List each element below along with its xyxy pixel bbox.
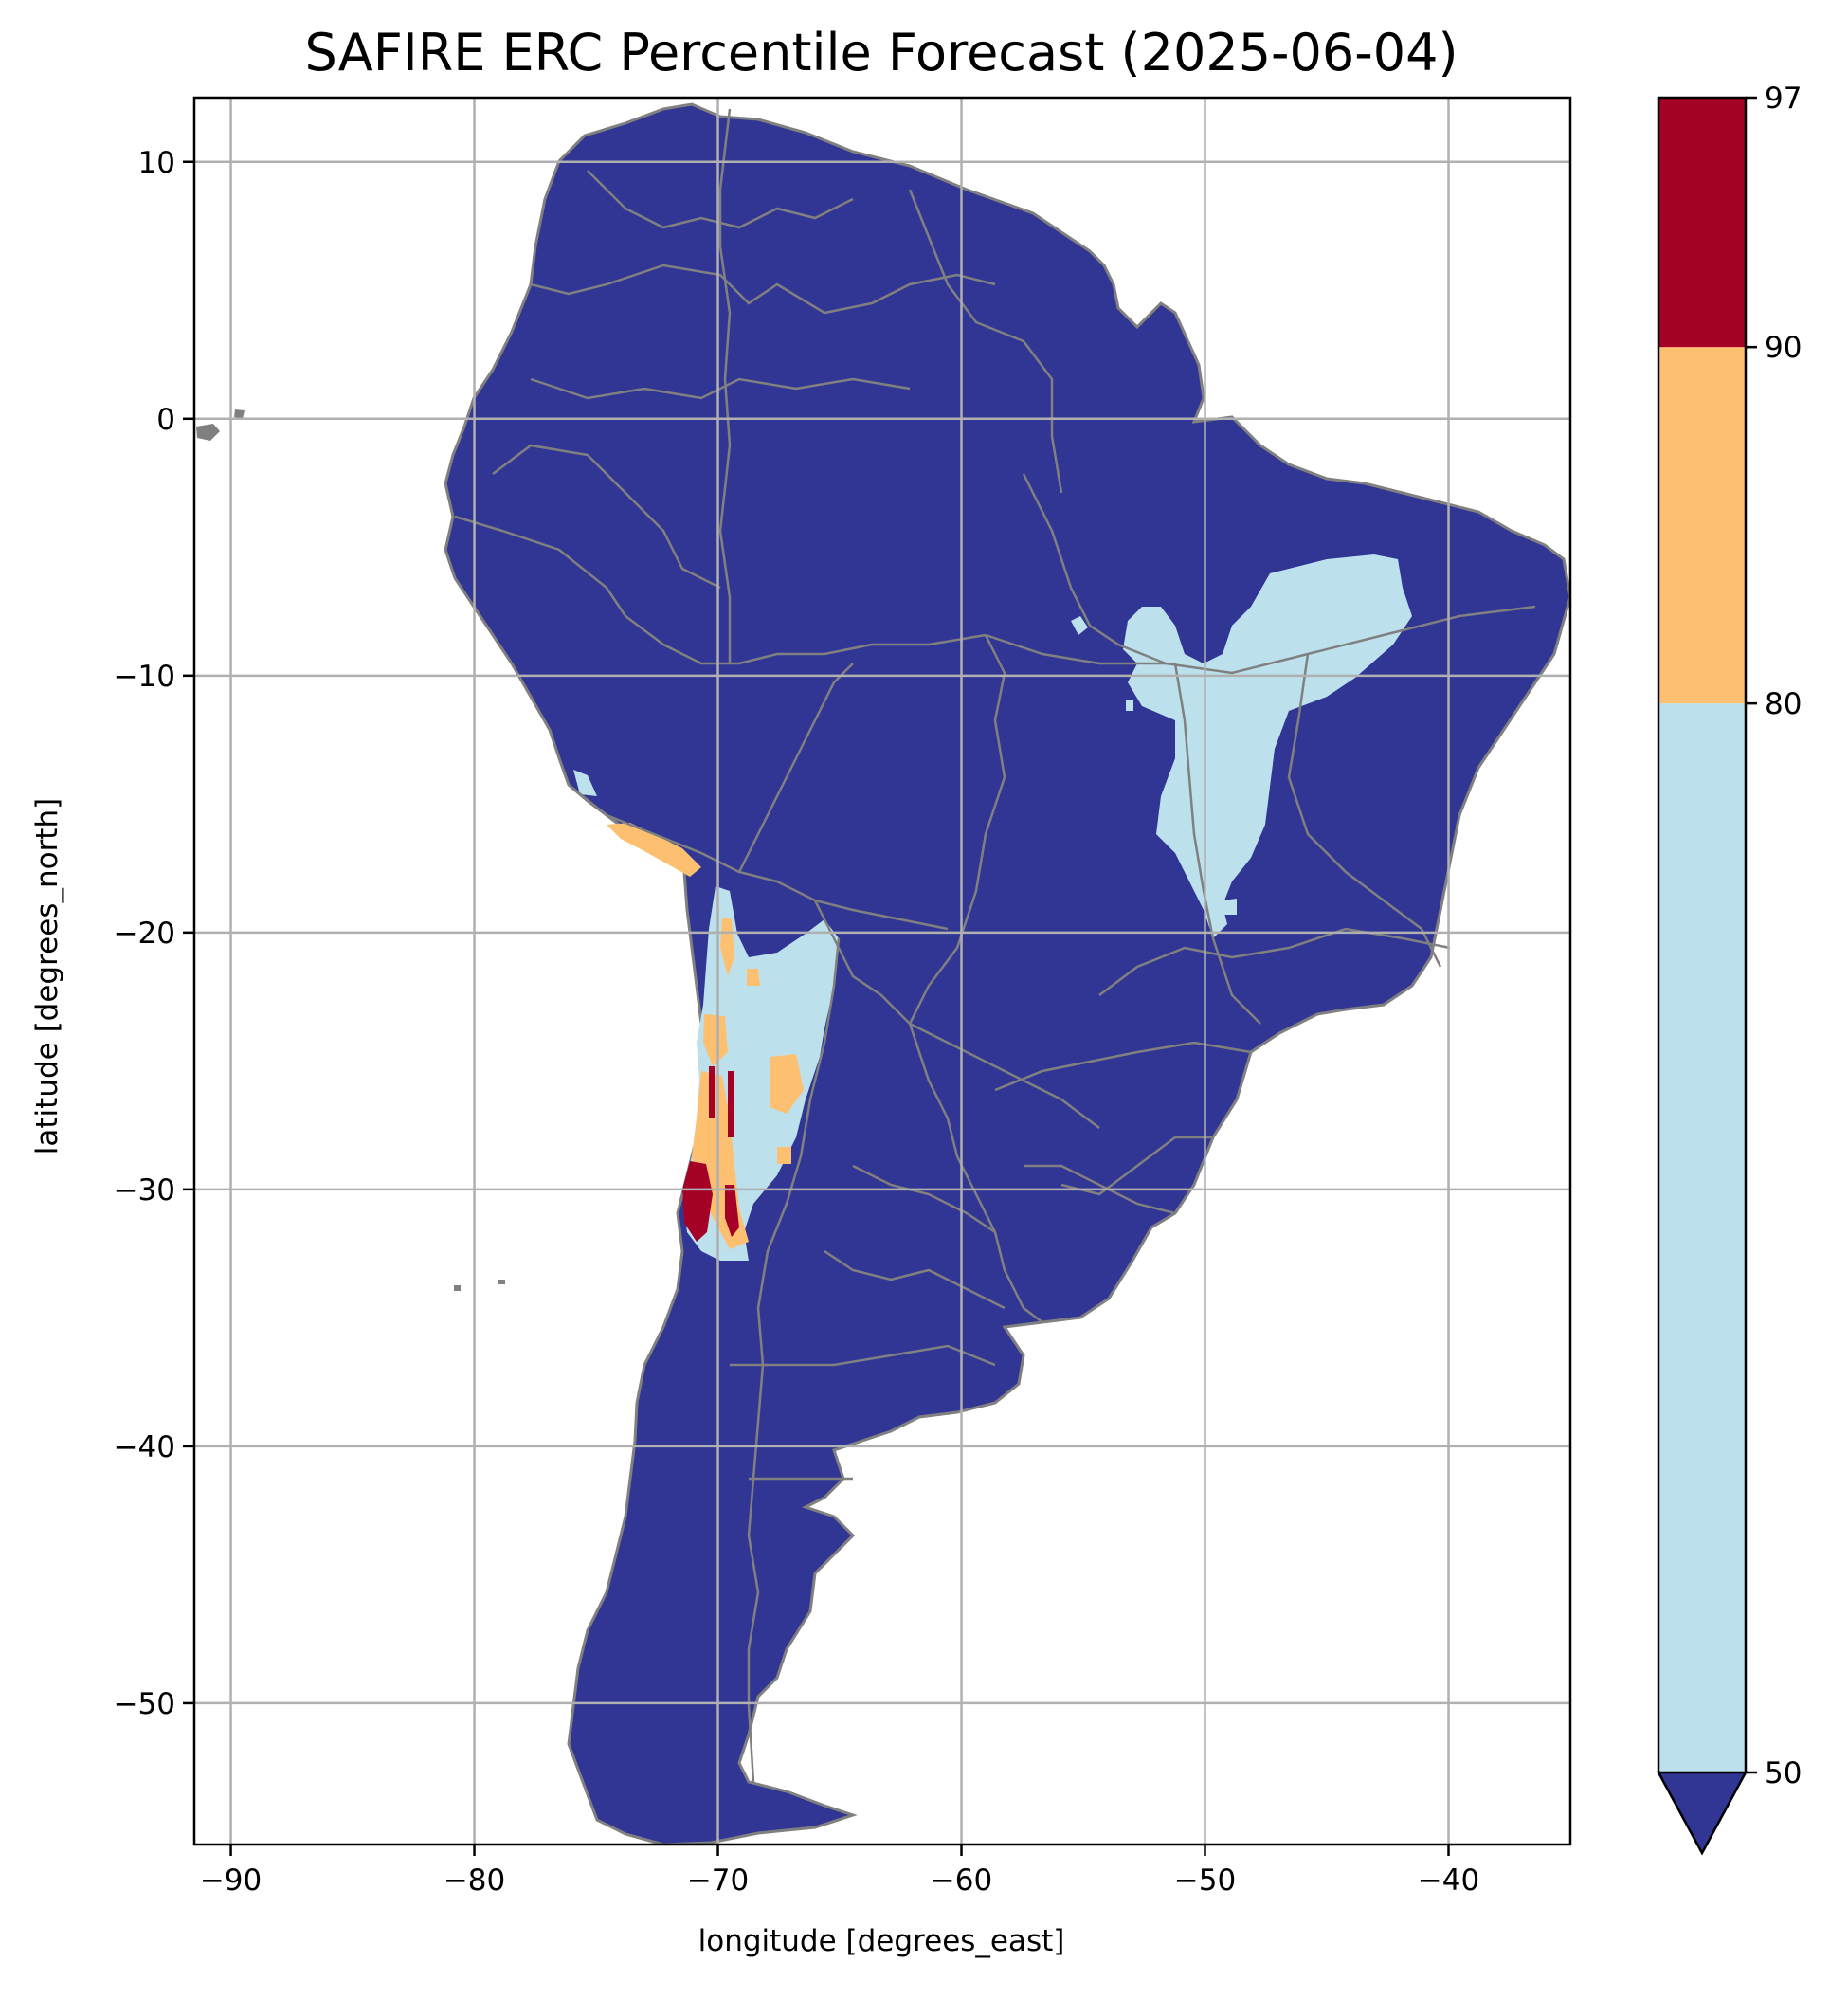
colorbar-tick-label: 90 <box>1765 331 1802 365</box>
y-tick-label: −50 <box>114 1687 175 1721</box>
plot-frame <box>192 96 1572 1846</box>
colorbar-tick-label: 80 <box>1765 687 1802 721</box>
colorbar-tick-label: 50 <box>1765 1756 1802 1790</box>
state-border <box>587 170 854 229</box>
state-border <box>492 444 721 590</box>
state-border <box>994 1041 1252 1092</box>
x-tick-label: −90 <box>200 1863 262 1898</box>
region-80-90-north-chile <box>720 918 760 986</box>
country-border <box>530 264 996 315</box>
country-border <box>908 634 1006 1025</box>
gridlines <box>194 98 1570 1845</box>
country-border <box>568 784 949 931</box>
state-border <box>908 189 1063 494</box>
colorbar-segment-80-90 <box>1658 347 1746 704</box>
y-tick-label: −30 <box>114 1173 175 1208</box>
state-border <box>1098 927 1451 996</box>
x-tick-label: −40 <box>1418 1863 1479 1898</box>
galapagos-islands <box>196 409 245 441</box>
y-tick-label: −20 <box>114 917 175 951</box>
region-90-97-chile-south <box>725 1185 739 1237</box>
y-tick-label: 0 <box>156 403 175 437</box>
region-90-97-chile-north <box>709 1066 734 1137</box>
chart-title: SAFIRE ERC Percentile Forecast (2025-06-… <box>304 23 1458 82</box>
country-border <box>747 937 841 1783</box>
state-border <box>1022 473 1167 665</box>
map-layer <box>194 98 1570 1845</box>
country-border <box>813 900 1100 1129</box>
y-tick-label: −10 <box>114 660 175 694</box>
region-80-90-atacama <box>703 1014 728 1066</box>
y-tick-label: 10 <box>138 146 175 180</box>
colorbar-segment-50-80 <box>1658 703 1746 1772</box>
country-border <box>454 515 987 665</box>
country-border <box>1024 1164 1176 1215</box>
colorbar-tick-label: 97 <box>1765 82 1802 116</box>
region-50-80-peru-coast <box>573 770 597 796</box>
juan-fernandez-islands <box>454 1280 505 1291</box>
country-border <box>737 663 854 873</box>
state-border <box>730 1344 996 1367</box>
colorbar-extend-below-50 <box>1656 1771 1748 1856</box>
state-border <box>852 1164 996 1234</box>
region-90-97-chile-central <box>682 1161 713 1242</box>
state-border <box>985 605 1536 675</box>
x-axis-label: longitude [degrees_east] <box>698 1924 1065 1958</box>
x-tick-label: −60 <box>931 1863 992 1898</box>
colorbar-segment-90-97 <box>1658 98 1746 348</box>
state-border <box>824 1249 1006 1310</box>
state-border <box>1287 653 1442 968</box>
region-80-90-peru-coast <box>607 823 701 877</box>
admin-borders <box>454 108 1536 1783</box>
state-border <box>1173 663 1261 1025</box>
x-tick-label: −70 <box>687 1863 749 1898</box>
colorbar: 50 80 90 97 <box>1656 82 1802 1856</box>
x-tick-label: −50 <box>1174 1863 1236 1898</box>
country-border <box>908 1023 1043 1323</box>
state-border <box>530 377 911 400</box>
x-axis: −90 −80 −70 −60 −50 −40 <box>200 1845 1479 1898</box>
state-border <box>1060 1136 1213 1196</box>
colorbar-outline <box>1657 96 1748 1772</box>
region-80-90-argentina-andes <box>770 1054 804 1164</box>
y-axis: 10 0 −10 −20 −30 −40 −50 <box>114 146 194 1721</box>
country-border <box>718 108 732 663</box>
x-tick-label: −80 <box>444 1863 505 1898</box>
y-tick-label: −40 <box>114 1430 175 1464</box>
